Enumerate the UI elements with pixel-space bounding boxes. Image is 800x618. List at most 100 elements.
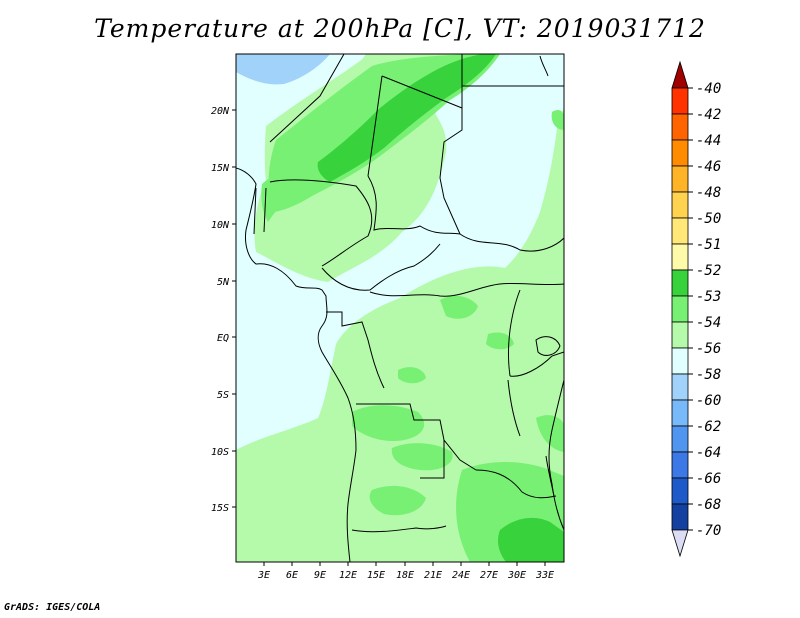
river-nile <box>539 55 549 77</box>
colorbar-box <box>671 191 689 219</box>
colorbar-label: -48 <box>696 185 721 201</box>
colorbar-box <box>671 243 689 271</box>
colorbar-top-triangle <box>671 60 689 89</box>
colorbar-box <box>671 321 689 349</box>
lon-label-12e: 12E <box>339 570 357 581</box>
fill-mid-green-patch-1 <box>352 405 425 442</box>
fill-dark-green-streak <box>317 54 496 182</box>
lat-label-15n: 15N <box>211 163 230 174</box>
colorbar-label: -54 <box>696 315 721 331</box>
colorbar-label: -50 <box>696 211 721 227</box>
colorbar-label: -56 <box>696 341 721 357</box>
plot-title: Temperature at 200hPa [C], VT: 201903171… <box>94 14 706 43</box>
fill-mid-green-patch-9 <box>551 110 564 130</box>
colorbar-box <box>671 87 689 115</box>
lat-label-20n: 20N <box>211 106 230 117</box>
colorbar-bottom-triangle <box>671 529 689 558</box>
colorbar-box <box>671 113 689 141</box>
colorbar: -40 -42 -44 -46 -48 -50 -51 -52 -53 -54 -56 -58 -60 -… <box>671 60 721 558</box>
lon-label-30e: 30E <box>507 570 526 581</box>
lake-tanganyika <box>507 379 521 437</box>
colorbar-box <box>671 477 689 505</box>
colorbar-label: -44 <box>696 133 721 149</box>
lon-label-33e: 33E <box>535 570 554 581</box>
lon-label-15e: 15E <box>367 570 385 581</box>
colorbar-label: -51 <box>696 237 721 253</box>
colorbar-label: -40 <box>696 81 721 97</box>
colorbar-box <box>671 503 689 531</box>
colorbar-label: -42 <box>696 107 721 123</box>
colorbar-label: -53 <box>696 289 721 305</box>
border-car-drc <box>369 282 564 297</box>
lat-label-5n: 5N <box>217 277 230 288</box>
west-africa-coastline <box>236 167 357 562</box>
lake-victoria <box>535 336 561 356</box>
border-drc-angola <box>356 403 477 471</box>
lake-malawi <box>545 455 555 497</box>
border-chad-car <box>367 175 461 235</box>
border-niger-chad <box>367 75 383 177</box>
colorbar-box <box>671 399 689 427</box>
lon-label-6e: 6E <box>286 570 298 581</box>
latitude-axis: 20N 15N 10N 5N EQ 5S 10S 15S <box>211 106 236 514</box>
fill-light-blue-nw <box>236 54 330 85</box>
colorbar-label: -62 <box>696 419 721 435</box>
colorbar-labels: -40 -42 -44 -46 -48 -50 -51 -52 -53 -54 -56 -58 -60 -… <box>688 81 721 539</box>
lon-label-27e: 27E <box>480 570 498 581</box>
lon-label-18e: 18E <box>396 570 414 581</box>
lat-label-eq: EQ <box>217 333 229 344</box>
border-congo-gabon <box>326 311 385 389</box>
colorbar-box <box>671 451 689 479</box>
border-sudan-south <box>459 233 564 252</box>
colorbar-box <box>671 425 689 453</box>
country-borders <box>236 54 564 562</box>
border-cameroon-car <box>321 243 441 291</box>
lat-label-5s: 5S <box>217 390 229 401</box>
border-libya-chad <box>381 75 463 109</box>
colorbar-box <box>671 373 689 401</box>
fill-mid-green-patch-2 <box>391 443 453 471</box>
colorbar-label: -52 <box>696 263 721 279</box>
colorbar-label: -58 <box>696 367 721 383</box>
border-uganda-kenya <box>508 289 521 377</box>
east-africa-coastline <box>548 379 564 531</box>
fill-mid-green-patch-4 <box>440 295 478 319</box>
lon-label-3e: 3E <box>257 570 270 581</box>
colorbar-label: -68 <box>696 497 721 513</box>
fill-mid-green-patch-8 <box>536 415 564 452</box>
colorbar-box <box>671 347 689 375</box>
fill-dark-green-southeast <box>498 517 564 562</box>
border-angola-zambia <box>420 440 445 479</box>
colorbar-label: -70 <box>696 523 721 539</box>
lon-label-21e: 21E <box>424 570 442 581</box>
colorbar-label: -66 <box>696 471 721 487</box>
temperature-field <box>236 54 564 562</box>
lon-label-24e: 24E <box>452 570 470 581</box>
fill-pale-cyan-west <box>236 54 564 450</box>
border-zambia <box>475 469 557 499</box>
colorbar-box <box>671 165 689 193</box>
border-nigeria <box>269 179 373 267</box>
border-angola-namibia <box>351 525 447 533</box>
colorbar-label: -60 <box>696 393 721 409</box>
lat-label-15s: 15S <box>211 503 229 514</box>
colorbar-box <box>671 217 689 245</box>
colorbar-box <box>671 139 689 167</box>
lat-label-10s: 10S <box>211 447 229 458</box>
colorbar-label: -64 <box>696 445 721 461</box>
map-frame <box>235 53 565 563</box>
border-chad-sudan <box>439 108 463 235</box>
fill-mid-green-patch-5 <box>486 332 514 350</box>
colorbar-boxes <box>671 87 689 531</box>
grads-credit: GrADS: IGES/COLA <box>4 602 101 613</box>
border-benin-togo <box>253 187 267 235</box>
fill-mid-green-coast <box>261 175 296 222</box>
fill-mid-green-patch-3 <box>369 485 426 516</box>
colorbar-box <box>671 269 689 297</box>
border-tanzania <box>509 351 564 377</box>
longitude-axis: 3E 6E 9E 12E 15E 18E 21E 24E 27E 30E 33E <box>257 562 554 581</box>
lat-label-10n: 10N <box>211 220 230 231</box>
lon-label-9e: 9E <box>314 570 326 581</box>
border-niger-north <box>269 54 345 143</box>
